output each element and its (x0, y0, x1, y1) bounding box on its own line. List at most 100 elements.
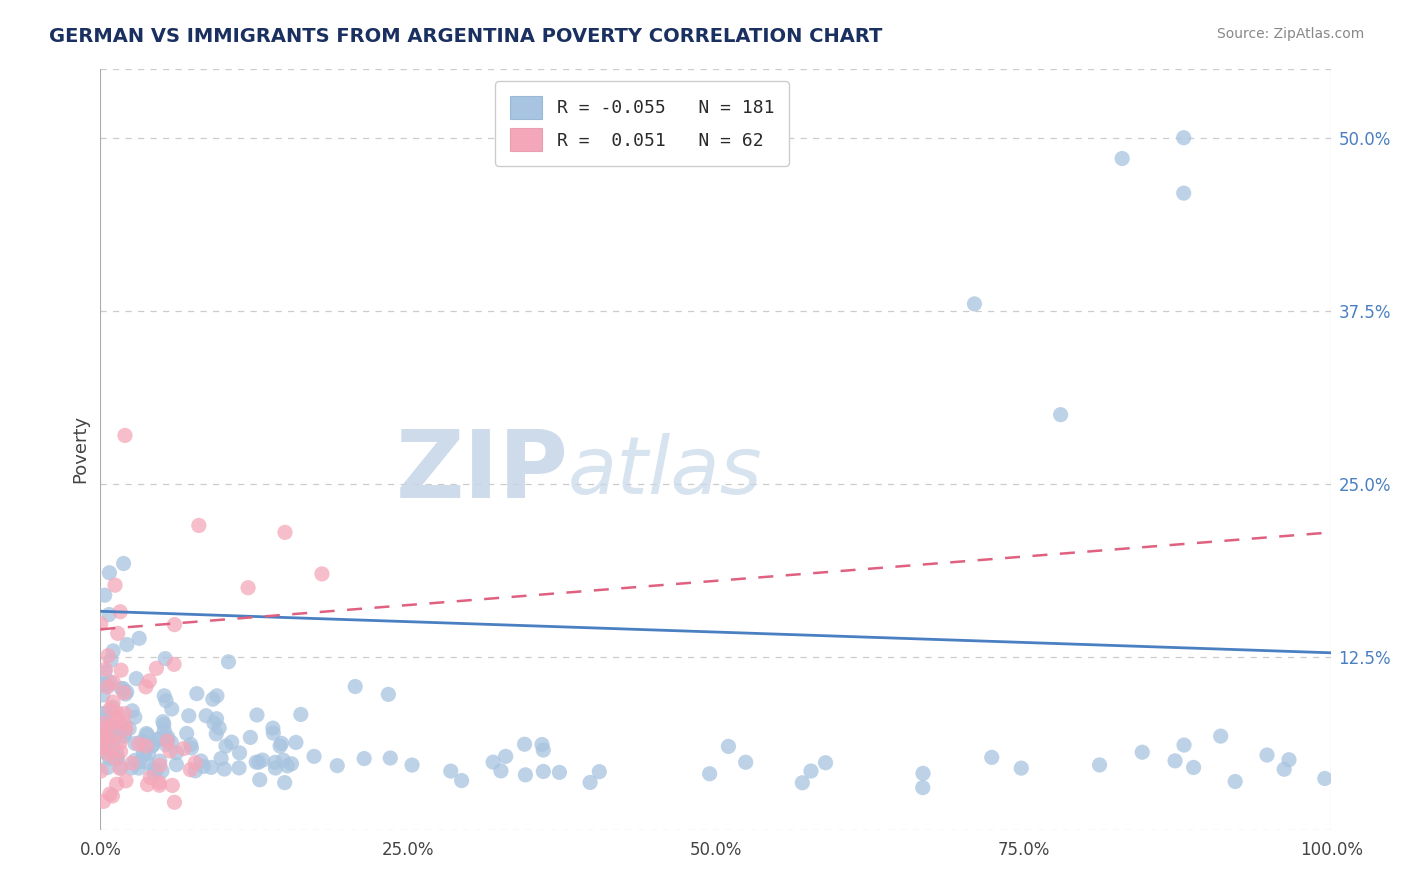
Point (1225, 774, 1247, 789)
Point (94, 720, 117, 734)
Point (97, 729, 120, 743)
Point (401, 758, 423, 772)
Point (264, 756, 287, 770)
Point (98, 711, 121, 725)
Point (193, 759, 215, 773)
Point (93, 716, 115, 731)
Point (105, 715, 128, 730)
Point (980, 750, 1002, 764)
Point (131, 734, 153, 748)
Point (262, 721, 284, 735)
Point (165, 757, 187, 772)
Point (111, 681, 134, 696)
Point (162, 779, 184, 793)
Point (179, 763, 201, 777)
Point (94, 662, 117, 676)
Point (135, 726, 157, 740)
Point (205, 689, 228, 703)
Point (145, 764, 167, 778)
Point (273, 775, 295, 789)
Point (101, 739, 124, 754)
Point (302, 749, 325, 764)
Point (115, 685, 138, 699)
Point (159, 744, 181, 758)
Point (101, 644, 124, 658)
Point (280, 756, 302, 771)
Point (104, 731, 127, 746)
Point (96, 740, 118, 755)
Point (215, 739, 238, 753)
Point (105, 752, 128, 766)
Point (110, 605, 132, 619)
Point (148, 731, 170, 746)
Point (110, 681, 132, 696)
Point (125, 672, 148, 686)
Point (264, 761, 287, 775)
Point (136, 728, 159, 742)
Point (160, 735, 183, 749)
Point (115, 638, 138, 652)
Point (98, 566, 121, 580)
Point (148, 775, 170, 789)
Point (246, 708, 269, 723)
Point (94, 731, 117, 746)
Point (114, 706, 136, 721)
Point (101, 695, 124, 709)
Point (548, 765, 571, 780)
Point (96, 761, 118, 775)
Point (195, 708, 218, 723)
Point (121, 704, 143, 718)
Point (239, 731, 262, 745)
Point (1278, 753, 1301, 767)
Text: ZIP: ZIP (395, 426, 568, 518)
Point (180, 740, 202, 755)
Point (156, 730, 179, 744)
Point (156, 734, 179, 748)
Point (128, 761, 150, 775)
Legend: R = -0.055   N = 181, R =  0.051   N = 62: R = -0.055 N = 181, R = 0.051 N = 62 (495, 81, 789, 166)
Point (228, 746, 250, 760)
Point (217, 655, 239, 669)
Point (105, 749, 128, 764)
Point (530, 738, 553, 752)
Point (149, 758, 172, 772)
Point (177, 708, 200, 723)
Point (284, 735, 307, 749)
Point (96, 680, 118, 694)
Point (110, 761, 132, 775)
Point (440, 764, 463, 778)
Text: Source: ZipAtlas.com: Source: ZipAtlas.com (1216, 27, 1364, 41)
Point (97, 736, 120, 750)
Point (135, 680, 157, 694)
Point (124, 754, 146, 768)
Point (180, 738, 202, 752)
Point (128, 737, 150, 751)
Point (380, 751, 402, 765)
Point (110, 718, 132, 732)
Point (107, 719, 129, 733)
Point (800, 764, 823, 778)
Point (269, 739, 291, 753)
Point (97, 648, 120, 663)
Point (1049, 408, 1071, 422)
Point (150, 764, 173, 778)
Point (107, 626, 129, 640)
Point (579, 775, 602, 789)
Point (93, 794, 115, 808)
Point (97, 747, 120, 761)
Point (90, 764, 112, 778)
Point (104, 751, 127, 765)
Point (114, 717, 136, 731)
Point (531, 764, 554, 779)
Point (105, 721, 128, 735)
Point (156, 732, 179, 747)
Point (124, 736, 146, 750)
Point (108, 710, 131, 724)
Point (311, 566, 333, 581)
Point (155, 651, 177, 665)
Point (153, 689, 176, 703)
Point (97, 678, 120, 692)
Point (814, 756, 837, 770)
Point (249, 772, 271, 787)
Point (236, 581, 259, 595)
